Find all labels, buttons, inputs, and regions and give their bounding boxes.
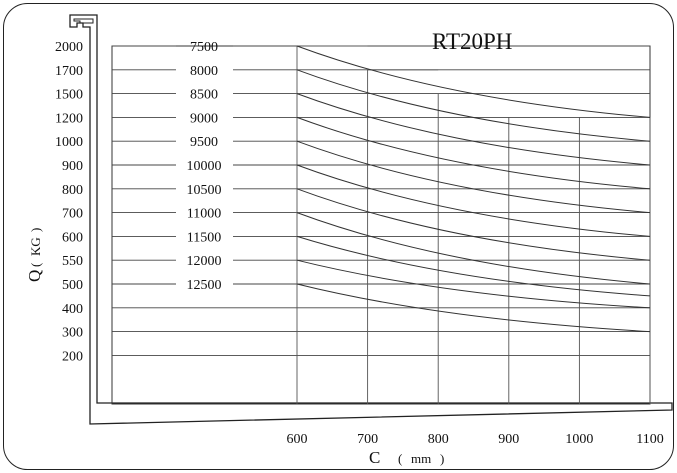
y-tick-label: 300	[62, 326, 83, 341]
capacity-curve	[296, 69, 651, 142]
fork-outline	[69, 14, 673, 425]
series-label: 10000	[187, 159, 222, 174]
capacity-curve	[296, 164, 651, 237]
y-axis-unit: KG	[28, 237, 43, 256]
series-label: 7500	[190, 40, 218, 55]
series-label: 8000	[190, 64, 218, 79]
series-label: 12000	[187, 254, 222, 269]
x-tick-label: 700	[357, 432, 378, 447]
x-tick-label: 800	[428, 432, 449, 447]
capacity-curve	[296, 116, 651, 190]
y-tick-label: 200	[62, 349, 83, 364]
capacity-curve	[296, 259, 651, 309]
capacity-curve	[296, 93, 651, 166]
capacity-curve	[296, 45, 651, 118]
capacity-curve	[296, 283, 651, 333]
y-axis-unit-paren-close: )	[28, 228, 43, 232]
grid-layer	[112, 45, 651, 404]
y-tick-label: 600	[62, 230, 83, 245]
fork-inner-outline	[73, 18, 94, 24]
y-tick-label: 500	[62, 278, 83, 293]
x-axis-unit: mm	[411, 451, 431, 466]
series-label: 9500	[190, 135, 218, 150]
capacity-curves	[296, 45, 651, 333]
x-axis-unit-paren-close: )	[440, 451, 444, 466]
x-tick-label: 1100	[636, 432, 663, 447]
y-tick-label: 900	[62, 159, 83, 174]
capacity-curve	[296, 235, 651, 297]
chart-title: RT20PH	[432, 29, 512, 54]
y-axis-label: Q	[25, 270, 44, 282]
x-axis-title: C	[369, 448, 380, 467]
capacity-curve	[296, 140, 651, 214]
y-tick-label: 800	[62, 183, 83, 198]
y-tick-label: 2000	[55, 40, 83, 55]
series-label: 9000	[190, 111, 218, 126]
label-layer: 2000 1700 1500 1200 1000 900 800 700 600 550 500 40…	[55, 40, 664, 447]
y-tick-label: 1200	[55, 111, 83, 126]
y-tick-label: 1000	[55, 135, 83, 150]
series-label: 8500	[190, 88, 218, 103]
y-tick-label: 1500	[55, 88, 83, 103]
capacity-curve	[296, 188, 651, 261]
y-tick-label: 400	[62, 302, 83, 317]
x-tick-label: 900	[498, 432, 519, 447]
x-axis-unit-paren-open: (	[398, 451, 402, 466]
series-label: 11000	[187, 207, 221, 222]
y-tick-label: 700	[62, 207, 83, 222]
series-label: 10500	[187, 183, 222, 198]
series-label: 11500	[187, 230, 221, 245]
y-tick-label: 550	[62, 254, 83, 269]
y-axis-title: Q KG ( )	[25, 228, 44, 282]
capacity-curve	[296, 212, 651, 285]
x-tick-label: 600	[287, 432, 308, 447]
series-label: 12500	[187, 278, 222, 293]
x-tick-label: 1000	[565, 432, 593, 447]
y-axis-unit-paren-open: (	[28, 263, 43, 267]
y-tick-label: 1700	[55, 64, 83, 79]
